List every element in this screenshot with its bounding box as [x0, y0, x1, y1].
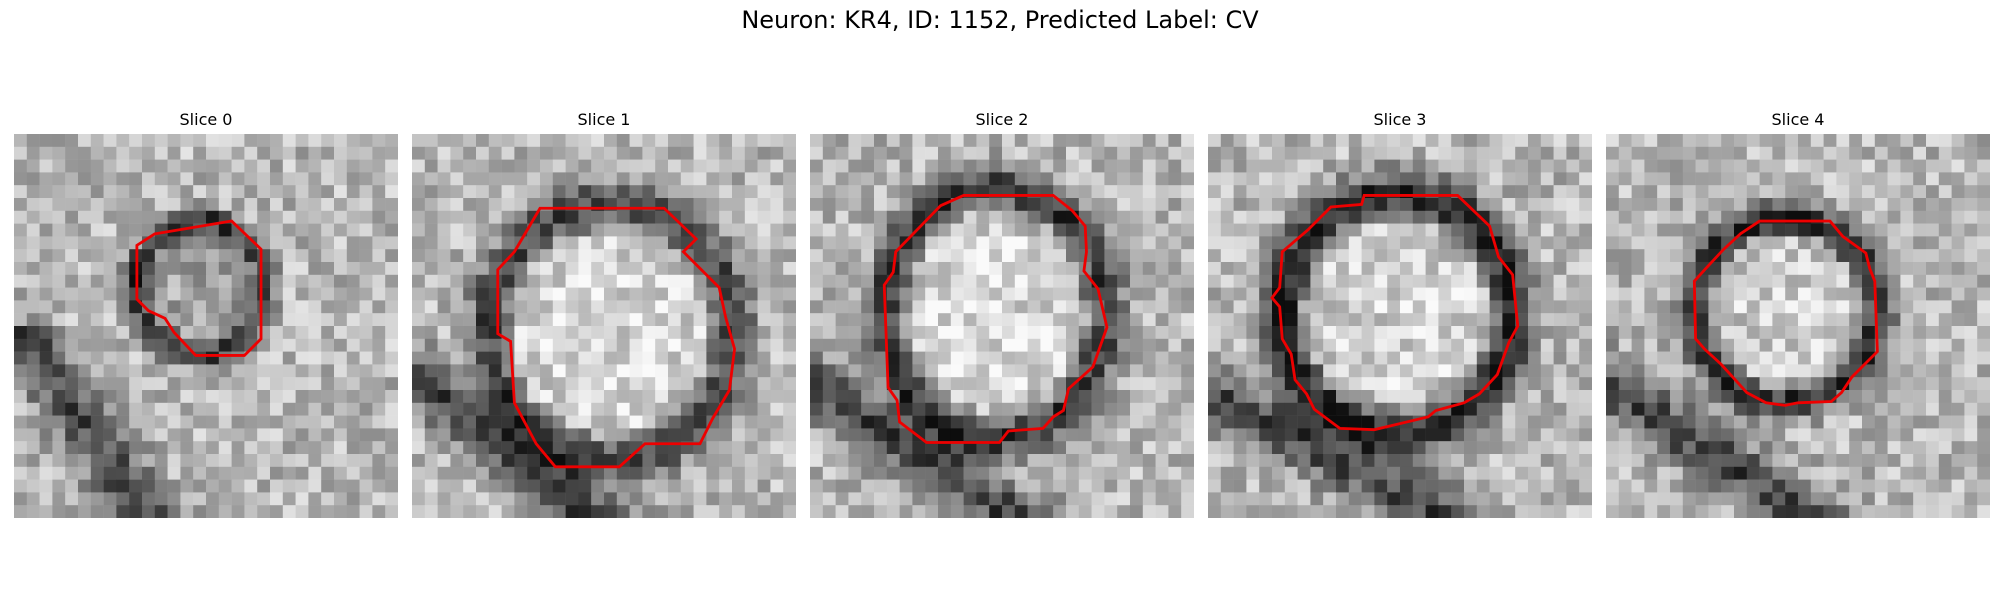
grayscale-pixels — [14, 134, 398, 518]
contour-outline-1 — [496, 206, 736, 469]
slice-image-2 — [810, 134, 1194, 518]
slice-image-0 — [14, 134, 398, 518]
slice-panel-2: Slice 2 — [810, 110, 1194, 530]
contour-outline-3 — [1270, 194, 1520, 432]
slice-image-4 — [1606, 134, 1990, 518]
grayscale-pixels — [1208, 134, 1592, 518]
slice-title: Slice 2 — [975, 110, 1029, 129]
slice-image-1 — [412, 134, 796, 518]
grayscale-pixels — [1606, 134, 1990, 518]
contour-outline-4 — [1692, 219, 1879, 407]
slice-panel-1: Slice 1 — [412, 110, 796, 530]
slice-image-3 — [1208, 134, 1592, 518]
slice-title: Slice 4 — [1771, 110, 1825, 129]
slice-title: Slice 0 — [179, 110, 233, 129]
contour-outline-0 — [135, 219, 263, 357]
slice-panel-3: Slice 3 — [1208, 110, 1592, 530]
grayscale-pixels — [810, 134, 1194, 518]
slice-panel-4: Slice 4 — [1606, 110, 1990, 530]
slice-title: Slice 3 — [1373, 110, 1427, 129]
contour-outline-2 — [882, 194, 1109, 444]
figure-title: Neuron: KR4, ID: 1152, Predicted Label: … — [741, 6, 1259, 34]
grayscale-pixels — [412, 134, 796, 518]
slice-panel-0: Slice 0 — [14, 110, 398, 530]
slice-title: Slice 1 — [577, 110, 631, 129]
